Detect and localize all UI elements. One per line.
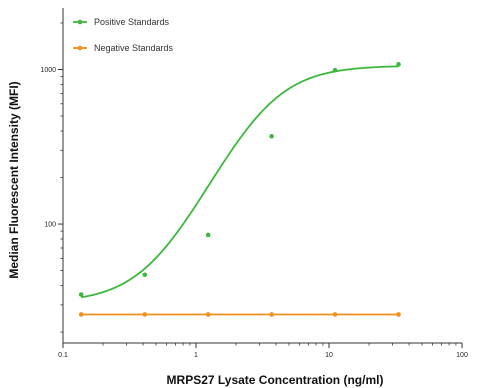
positive-point	[269, 133, 274, 139]
x-axis-title: MRPS27 Lysate Concentration (ng/ml)	[167, 373, 384, 387]
x-tick-label: 10	[325, 352, 333, 359]
y-tick-label: 1000	[40, 67, 56, 74]
positive-point	[78, 292, 84, 297]
negative-point	[332, 312, 338, 317]
y-axis-title: Median Fluorescent Intensity (MFI)	[7, 81, 21, 278]
legend-label: Negative Standards	[94, 43, 174, 53]
positive-point	[142, 272, 148, 278]
legend-label: Positive Standards	[94, 17, 170, 27]
negative-point	[142, 312, 148, 317]
legend-swatch-marker	[77, 45, 83, 51]
negative-point	[269, 312, 274, 317]
legend: Positive Standards Negative Standards	[73, 17, 174, 53]
positive-point	[205, 232, 211, 238]
positive-fit-curve	[81, 65, 399, 299]
x-tick-label: 100	[456, 352, 468, 359]
axes: 0.1 1 10 100 100 1000	[40, 8, 468, 359]
negative-point	[205, 312, 211, 317]
positive-point	[332, 67, 338, 73]
negative-point	[78, 312, 84, 317]
x-tick-label: 1	[194, 352, 198, 359]
negative-point	[396, 312, 401, 317]
positive-point	[396, 62, 401, 67]
y-tick-label: 100	[44, 222, 56, 229]
legend-swatch-marker	[77, 19, 83, 25]
x-tick-label: 0.1	[58, 352, 68, 359]
plot-area	[78, 62, 401, 317]
